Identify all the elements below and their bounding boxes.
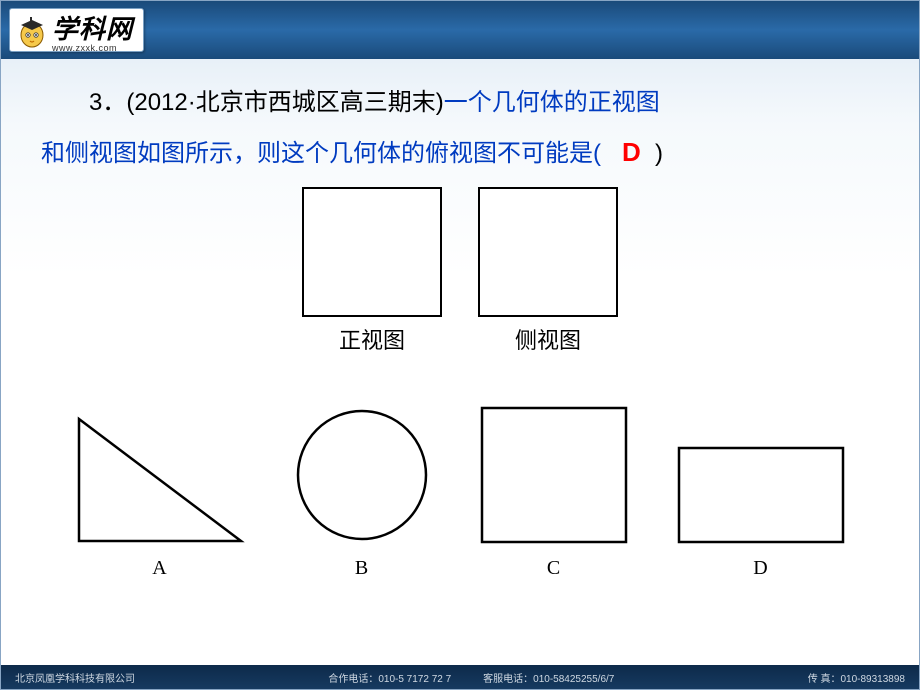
footer-center: 合作电话：010-5 7172 72 7 客服电话：010-58425255/6… [328, 670, 614, 685]
header-bar: 学科网 www.zxxk.com [1, 1, 919, 59]
question-line-1: 3．(2012·北京市西城区高三期末)一个几何体的正视图 [41, 81, 879, 124]
logo: 学科网 www.zxxk.com [9, 8, 144, 52]
side-view-block: 侧视图 [478, 187, 618, 355]
given-views-row: 正视图 侧视图 [41, 187, 879, 355]
question-text-2a: 和侧视图如图所示，则这个几何体的俯视图不可能是( [41, 140, 601, 167]
side-view-label: 侧视图 [478, 323, 618, 355]
option-c: C [479, 405, 629, 580]
front-view-label: 正视图 [302, 323, 442, 355]
footer-left: 北京凤凰学科科技有限公司 [15, 670, 135, 685]
question-text-1: 一个几何体的正视图 [444, 89, 660, 116]
front-view-shape [302, 187, 442, 317]
question-line-2: 和侧视图如图所示，则这个几何体的俯视图不可能是( D ) [41, 124, 879, 181]
content-area: 3．(2012·北京市西城区高三期末)一个几何体的正视图 和侧视图如图所示，则这… [1, 81, 919, 659]
option-c-shape [479, 405, 629, 545]
option-a: A [75, 415, 245, 580]
answer-letter: D [614, 124, 648, 181]
logo-text-cn: 学科网 [52, 9, 133, 46]
logo-text-wrap: 学科网 www.zxxk.com [52, 9, 133, 53]
option-a-label: A [75, 557, 245, 580]
front-view-block: 正视图 [302, 187, 442, 355]
question-number: 3． [89, 89, 126, 116]
question-text-2b: ) [655, 140, 663, 167]
option-b: B [292, 405, 432, 580]
footer-phone-b: 客服电话：010-58425255/6/7 [483, 670, 614, 685]
footer-phone-a: 合作电话：010-5 7172 72 7 [328, 670, 451, 685]
option-d: D [676, 445, 846, 580]
option-c-label: C [479, 557, 629, 580]
slide: 学科网 www.zxxk.com 3．(2012·北京市西城区高三期末)一个几何… [0, 0, 920, 690]
option-d-shape [676, 445, 846, 545]
option-b-shape [292, 405, 432, 545]
option-d-label: D [676, 557, 846, 580]
footer-right: 传 真：010-89313898 [808, 670, 905, 685]
option-a-shape [75, 415, 245, 545]
footer-bar: 北京凤凰学科科技有限公司 合作电话：010-5 7172 72 7 客服电话：0… [1, 665, 919, 689]
question-source: (2012·北京市西城区高三期末) [126, 89, 443, 116]
option-b-label: B [292, 557, 432, 580]
side-view-shape [478, 187, 618, 317]
mascot-icon [16, 13, 48, 49]
options-row: A B C D [41, 405, 879, 580]
